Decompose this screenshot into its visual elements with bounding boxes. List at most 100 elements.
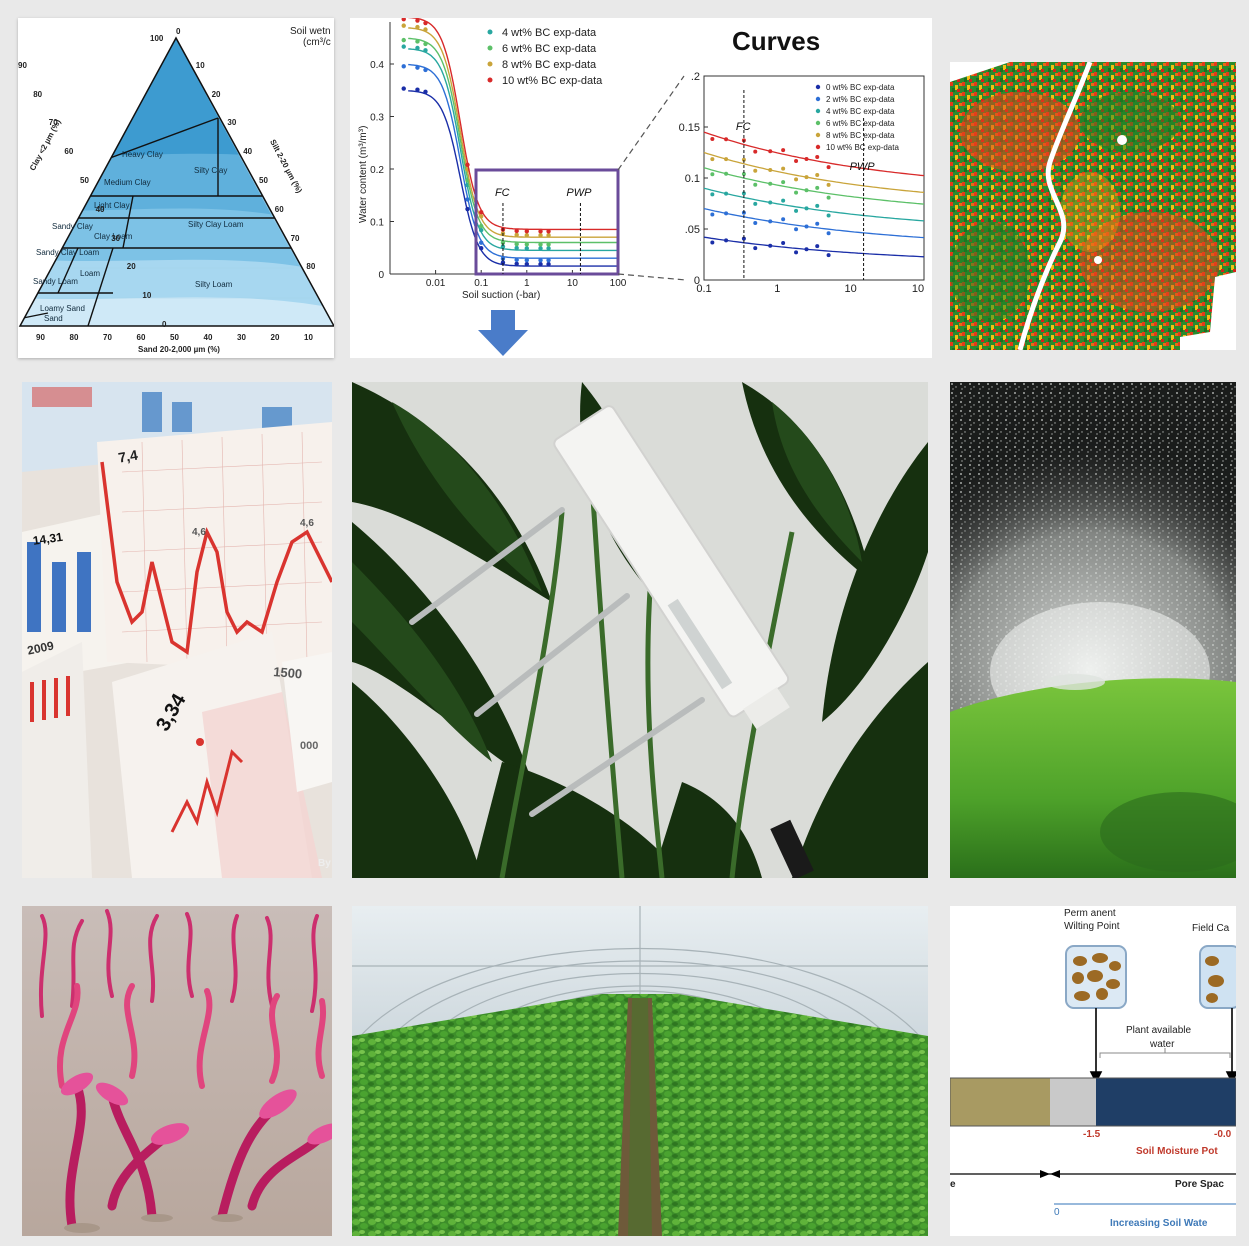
zoom-data-point [781,241,786,246]
texture-class-label: Loamy Sand [40,304,85,313]
zoom-legend-entry: 10 wt% BC exp-data [826,143,899,152]
legend-entry: 4 wt% BC exp-data [502,27,597,39]
sprinkler-svg [950,382,1236,878]
increasing-soil-water-label: Increasing Soil Wate [1110,1218,1208,1229]
clay-tick-label: 0 [162,320,167,329]
retention-data-point [401,37,406,43]
triangle-title: Soil wetn [290,26,331,37]
zoom-data-point [826,253,831,258]
zoom-xtick-label: 1 [774,283,780,295]
zoom-data-point [741,191,746,196]
main-xtick-label: 0.1 [474,278,488,289]
retention-data-point [546,246,551,251]
zoom-legend-marker [815,120,821,126]
zoom-curve-line [703,236,925,258]
zoom-xtick-label: 10 [845,283,857,295]
zoom-data-point [781,198,786,203]
main-ytick-label: 0.1 [370,218,384,229]
zoom-data-point [815,203,820,208]
tick-minus-0-0: -0.0 [1214,1129,1232,1140]
newspaper-number: 7,4 [117,446,139,466]
retention-data-point [514,232,519,238]
retention-data-point [514,261,519,266]
retention-data-point [514,245,519,251]
clay-tick-label: 20 [126,262,136,272]
zoom-curve-line [703,151,925,194]
retention-data-point [479,227,484,233]
zoom-fc-label: FC [736,121,751,133]
zoom-data-point [741,236,746,241]
silt-tick-label: 70 [290,233,300,243]
connector-line [617,273,687,281]
texture-class-label: Loam [80,269,101,278]
zoom-data-point [710,157,715,162]
zoom-data-point [710,212,715,217]
clay-tick-label: 30 [111,233,121,243]
retention-data-point [500,240,506,245]
clay-tick-label: 70 [48,118,58,128]
tick-minus-1-5: -1.5 [1083,1129,1101,1140]
zoom-data-point [794,159,799,164]
water-retention-chart: 0 0.1 0.2 0.3 0.4 0.01 0.1 1 10 100 FC PWP 4 wt% BC … [350,18,932,358]
zoom-ytick-label: 0.1 [685,173,700,185]
moisture-diagram-svg [950,945,1236,1205]
zoom-data-point [815,244,820,249]
retention-data-point [538,246,543,251]
retention-data-point [423,67,428,73]
zoom-data-point [768,149,773,154]
zoom-data-point [781,166,786,171]
texture-class-label: Silty Clay Loam [188,220,244,229]
zoom-data-point [794,208,799,213]
zoom-legend-entry: 8 wt% BC exp-data [826,131,895,140]
zoom-pwp-label: PWP [850,161,876,173]
retention-data-point [538,229,543,234]
zoom-data-point [724,157,729,162]
retention-curve-line [408,63,618,259]
sand-tick-label: 40 [203,333,213,342]
main-xtick-label: 100 [610,278,627,289]
main-ytick-label: 0.2 [370,165,384,176]
texture-class-label: Sandy Clay Loam [36,248,100,257]
retention-data-point [415,87,420,92]
texture-class-label: Sandy Clay [52,222,93,231]
zoom-data-point [804,175,809,180]
zoom-data-point [826,213,831,218]
retention-data-point [538,242,543,247]
soil-triangle-svg [18,36,334,327]
sand-tick-label: 20 [270,333,280,342]
newspaper-number: By [318,858,331,869]
retention-data-point [514,228,519,234]
zoom-data-point [753,246,758,251]
triangle-title-units: (cm³/c [303,37,331,48]
retention-data-point [514,257,519,263]
retention-data-point [415,45,420,51]
soil-moisture-diagram: Perm anent Wilting Point Field Ca Plant … [950,906,1236,1236]
sand-tick-label: 50 [170,333,179,342]
zoom-data-point [710,172,715,177]
texture-class-label: Sandy Loam [33,277,78,286]
zoom-curve-line [703,187,925,222]
sand-tick-label: 70 [103,333,112,342]
zoom-data-point [781,148,786,153]
zoom-data-point [804,247,809,252]
zoom-data-point [768,243,773,248]
zoom-data-point [815,185,820,190]
pwp-label-line1: Perm anent [1064,908,1116,919]
retention-data-point [538,258,543,263]
main-ytick-label: 0.4 [370,60,384,71]
zoom-data-point [826,182,831,187]
zoom-data-point [710,192,715,197]
legend-entry: 10 wt% BC exp-data [502,75,603,87]
retention-data-point [524,261,529,267]
newspaper-number: 1500 [272,664,303,682]
field-moisture-map [950,62,1236,350]
silt-tick-label: 80 [306,262,316,272]
zoom-data-point [794,250,799,255]
legend-marker [487,77,493,83]
zoom-ytick-label: 0.15 [679,122,700,134]
sand-tick-label: 60 [136,333,146,342]
zoom-legend-marker [815,132,821,138]
retention-data-point [465,162,470,167]
retention-data-point [423,27,428,32]
